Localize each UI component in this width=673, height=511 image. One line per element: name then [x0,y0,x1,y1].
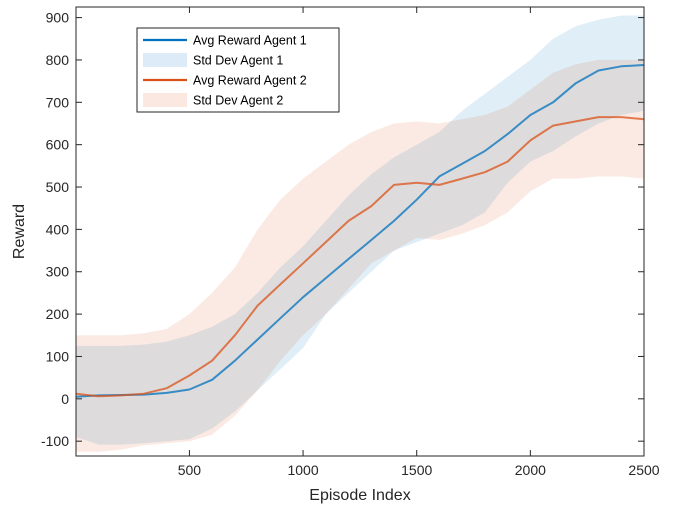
y-tick-label: 500 [46,179,70,195]
y-tick-label: 600 [46,137,70,153]
legend-entry-label: Avg Reward Agent 1 [193,34,307,48]
y-tick-label: 900 [46,10,70,26]
x-tick-label: 1000 [287,462,318,478]
y-tick-label: 300 [46,264,70,280]
legend-patch-swatch [143,53,187,67]
y-tick-label: 400 [46,221,70,237]
x-tick-label: 2500 [628,462,659,478]
avg-reward-line-agent-1 [76,64,644,398]
y-tick-label: 100 [46,348,70,364]
legend-entry-label: Avg Reward Agent 2 [193,74,307,88]
y-tick-label: 700 [46,94,70,110]
y-tick-label: 200 [46,306,70,322]
y-tick-label: -100 [41,433,69,449]
y-axis-label: Reward [11,204,28,259]
y-tick-label: 800 [46,52,70,68]
y-axis: -100 0 100 200 300 400 500 600 700 800 900 [41,10,644,449]
legend-patch-swatch [143,93,187,107]
x-tick-label: 1500 [401,462,432,478]
x-axis-label: Episode Index [309,487,410,504]
x-tick-label: 500 [178,462,202,478]
plot-frame [75,6,645,457]
legend-entry-label: Std Dev Agent 1 [193,54,283,68]
avg-reward-line-agent-2 [76,116,644,398]
y-tick-label: 0 [61,391,69,407]
average-lines [76,64,644,398]
legend: Avg Reward Agent 1 Std Dev Agent 1 Avg Rew… [136,27,340,113]
legend-entry-label: Std Dev Agent 2 [193,94,283,108]
x-tick-label: 2000 [515,462,546,478]
std-dev-band-agent-1 [76,15,644,445]
x-axis: 500 1000 1500 2000 2500 [178,7,660,478]
